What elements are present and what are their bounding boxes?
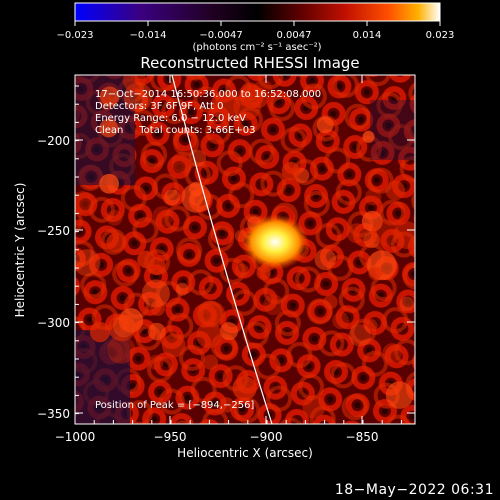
info-line-3: Energy Range: 6.0 − 12.0 keV: [95, 113, 246, 124]
noise-blob: [99, 95, 116, 111]
info-line-4: Clean Total counts: 3.66E+03: [95, 125, 255, 136]
noise-blob: [106, 232, 126, 253]
noise-blob: [219, 322, 239, 341]
noise-blob: [232, 376, 257, 401]
noise-blob: [89, 322, 111, 343]
noise-blob: [248, 87, 269, 109]
noise-blob: [175, 282, 189, 296]
info-line-2: Detectors: 3F 6F 9F, Att 0: [95, 101, 223, 112]
colorbar-units: (photons cm⁻² s⁻¹ asec⁻²): [192, 42, 321, 53]
x-axis-label: Heliocentric X (arcsec): [177, 446, 313, 460]
noise-blob: [108, 314, 136, 342]
noise-blob: [75, 249, 101, 277]
colorbar-tick-label: −0.0047: [199, 30, 242, 41]
x-axis-ticks: −1000 −950 −900 −850: [55, 75, 402, 444]
noise-blob: [316, 116, 334, 134]
noise-blob: [362, 130, 375, 143]
noise-blob: [196, 322, 223, 349]
noise-blob: [148, 354, 164, 370]
noise-blob: [99, 118, 119, 138]
noise-blob: [281, 161, 301, 181]
noise-blob: [385, 381, 414, 409]
noise-blob: [152, 206, 174, 228]
noise-blob: [148, 322, 166, 341]
y-tick-label: −250: [37, 224, 70, 238]
peak-position-label: Position of Peak = [−894,−256]: [95, 400, 254, 411]
noise-blob: [332, 312, 350, 330]
noise-blob: [100, 86, 120, 106]
y-axis-ticks: −200 −250 −300 −350: [37, 85, 415, 421]
noise-blob: [256, 265, 271, 280]
noise-blob: [137, 250, 155, 269]
colorbar-ticks: −0.023 −0.014 −0.0047 0.0047 0.014 0.023: [56, 21, 454, 41]
colorbar-tick-label: 0.0047: [277, 30, 312, 41]
noise-blob: [399, 296, 415, 312]
colorbar-tick-label: 0.014: [353, 30, 382, 41]
info-line-1: 17−Oct−2014 16:50:36.000 to 16:52:08.000: [95, 89, 321, 100]
peak-source: [241, 214, 309, 270]
noise-blob: [106, 209, 123, 226]
y-tick-label: −300: [37, 316, 70, 330]
noise-blob: [99, 173, 120, 194]
noise-blob: [314, 248, 336, 271]
noise-blob: [112, 314, 136, 338]
colorbar-tick-label: −0.023: [56, 30, 93, 41]
colorbar: [74, 2, 441, 22]
noise-blob: [364, 318, 378, 332]
noise-blob: [210, 90, 241, 121]
solar-limb: [171, 75, 273, 424]
noise-blob: [385, 180, 406, 201]
noise-blob: [181, 183, 211, 213]
noise-blob: [122, 75, 146, 92]
noise-blob: [202, 354, 219, 370]
noise-blob: [346, 223, 367, 244]
info-block: 17−Oct−2014 16:50:36.000 to 16:52:08.000…: [95, 89, 321, 136]
noise-blob: [218, 397, 235, 413]
noise-blob: [393, 221, 415, 249]
noise-blob: [171, 151, 193, 174]
y-tick-label: −350: [37, 407, 70, 421]
y-axis-label: Heliocentric Y (arcsec): [13, 183, 27, 318]
noise-blob: [197, 300, 223, 326]
x-tick-label: −950: [154, 430, 187, 444]
noise-blob: [163, 189, 181, 206]
noise-blob: [361, 210, 383, 232]
noise-blob: [75, 191, 94, 214]
noise-blob: [364, 188, 382, 206]
rhessi-image: [75, 75, 415, 424]
timestamp: 18−May−2022 06:31: [334, 482, 494, 498]
x-tick-label: −1000: [55, 430, 96, 444]
noise-blob: [368, 266, 382, 281]
noise-blob: [141, 279, 170, 308]
noise-blob: [234, 263, 249, 278]
x-tick-label: −850: [346, 430, 379, 444]
noise-blob: [161, 333, 186, 358]
noise-blob: [348, 324, 372, 347]
noise-blob: [302, 395, 326, 419]
x-tick-label: −900: [250, 430, 283, 444]
colorbar-tick-label: 0.023: [426, 30, 455, 41]
noise-blob: [382, 343, 402, 363]
plot-title: Reconstructed RHESSI Image: [140, 54, 359, 72]
colorbar-tick-label: −0.014: [129, 30, 166, 41]
noise-blob: [263, 294, 284, 316]
noise-blob: [371, 219, 399, 247]
noise-blob: [363, 231, 380, 249]
noise-blob: [323, 294, 338, 310]
noise-blob: [107, 335, 136, 364]
y-tick-label: −200: [37, 134, 70, 148]
